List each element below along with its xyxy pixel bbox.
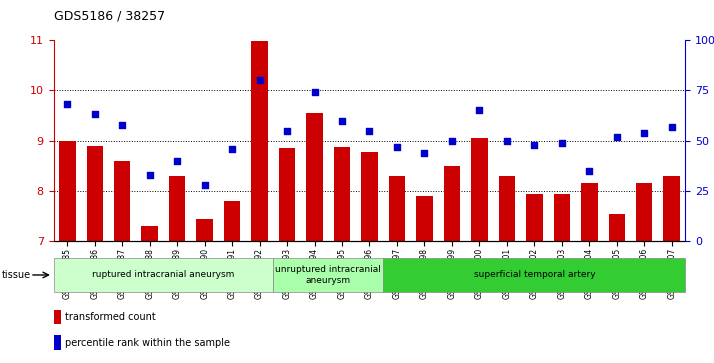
Bar (663, 176, 680, 241)
Point (473, 107, 485, 113)
Bar (608, 214, 625, 241)
Bar (86, 146, 103, 241)
Bar (59, 140, 76, 241)
Text: transformed count: transformed count (65, 312, 156, 322)
Bar (526, 193, 543, 241)
Point (611, 134, 623, 139)
Point (391, 144, 403, 150)
Bar (306, 113, 323, 241)
Bar (388, 176, 406, 241)
Bar (581, 183, 598, 241)
Point (528, 142, 540, 148)
Point (638, 130, 650, 135)
FancyBboxPatch shape (54, 258, 273, 292)
Bar (636, 183, 653, 241)
FancyBboxPatch shape (383, 258, 685, 292)
Bar (361, 152, 378, 241)
Bar (114, 161, 131, 241)
Text: GDS5186 / 38257: GDS5186 / 38257 (54, 9, 165, 22)
Bar (443, 166, 460, 241)
Text: ruptured intracranial aneurysm: ruptured intracranial aneurysm (92, 270, 235, 280)
Bar (169, 176, 186, 241)
Bar (498, 176, 515, 241)
Bar (54, 310, 61, 324)
Bar (251, 41, 268, 241)
Point (583, 168, 595, 174)
Point (363, 128, 376, 134)
Point (199, 182, 211, 188)
Point (171, 158, 183, 164)
Bar (54, 335, 61, 350)
Point (666, 124, 678, 130)
Bar (333, 147, 351, 241)
Bar (196, 219, 213, 241)
Bar (416, 196, 433, 241)
Point (281, 128, 293, 134)
Point (446, 138, 458, 143)
Point (254, 77, 266, 83)
Bar (279, 148, 296, 241)
Text: percentile rank within the sample: percentile rank within the sample (65, 338, 230, 347)
Point (116, 122, 128, 127)
Point (336, 118, 348, 123)
Point (556, 140, 568, 146)
Point (89, 111, 101, 117)
Text: superficial temporal artery: superficial temporal artery (473, 270, 595, 280)
Point (309, 89, 321, 95)
Point (501, 138, 513, 143)
FancyBboxPatch shape (273, 258, 383, 292)
Point (61, 102, 73, 107)
Bar (141, 226, 158, 241)
Point (226, 146, 238, 152)
Bar (471, 138, 488, 241)
Point (144, 172, 156, 178)
Bar (224, 201, 241, 241)
Text: unruptured intracranial
aneurysm: unruptured intracranial aneurysm (276, 265, 381, 285)
Bar (553, 193, 570, 241)
Point (418, 150, 430, 156)
Text: tissue: tissue (2, 270, 31, 280)
